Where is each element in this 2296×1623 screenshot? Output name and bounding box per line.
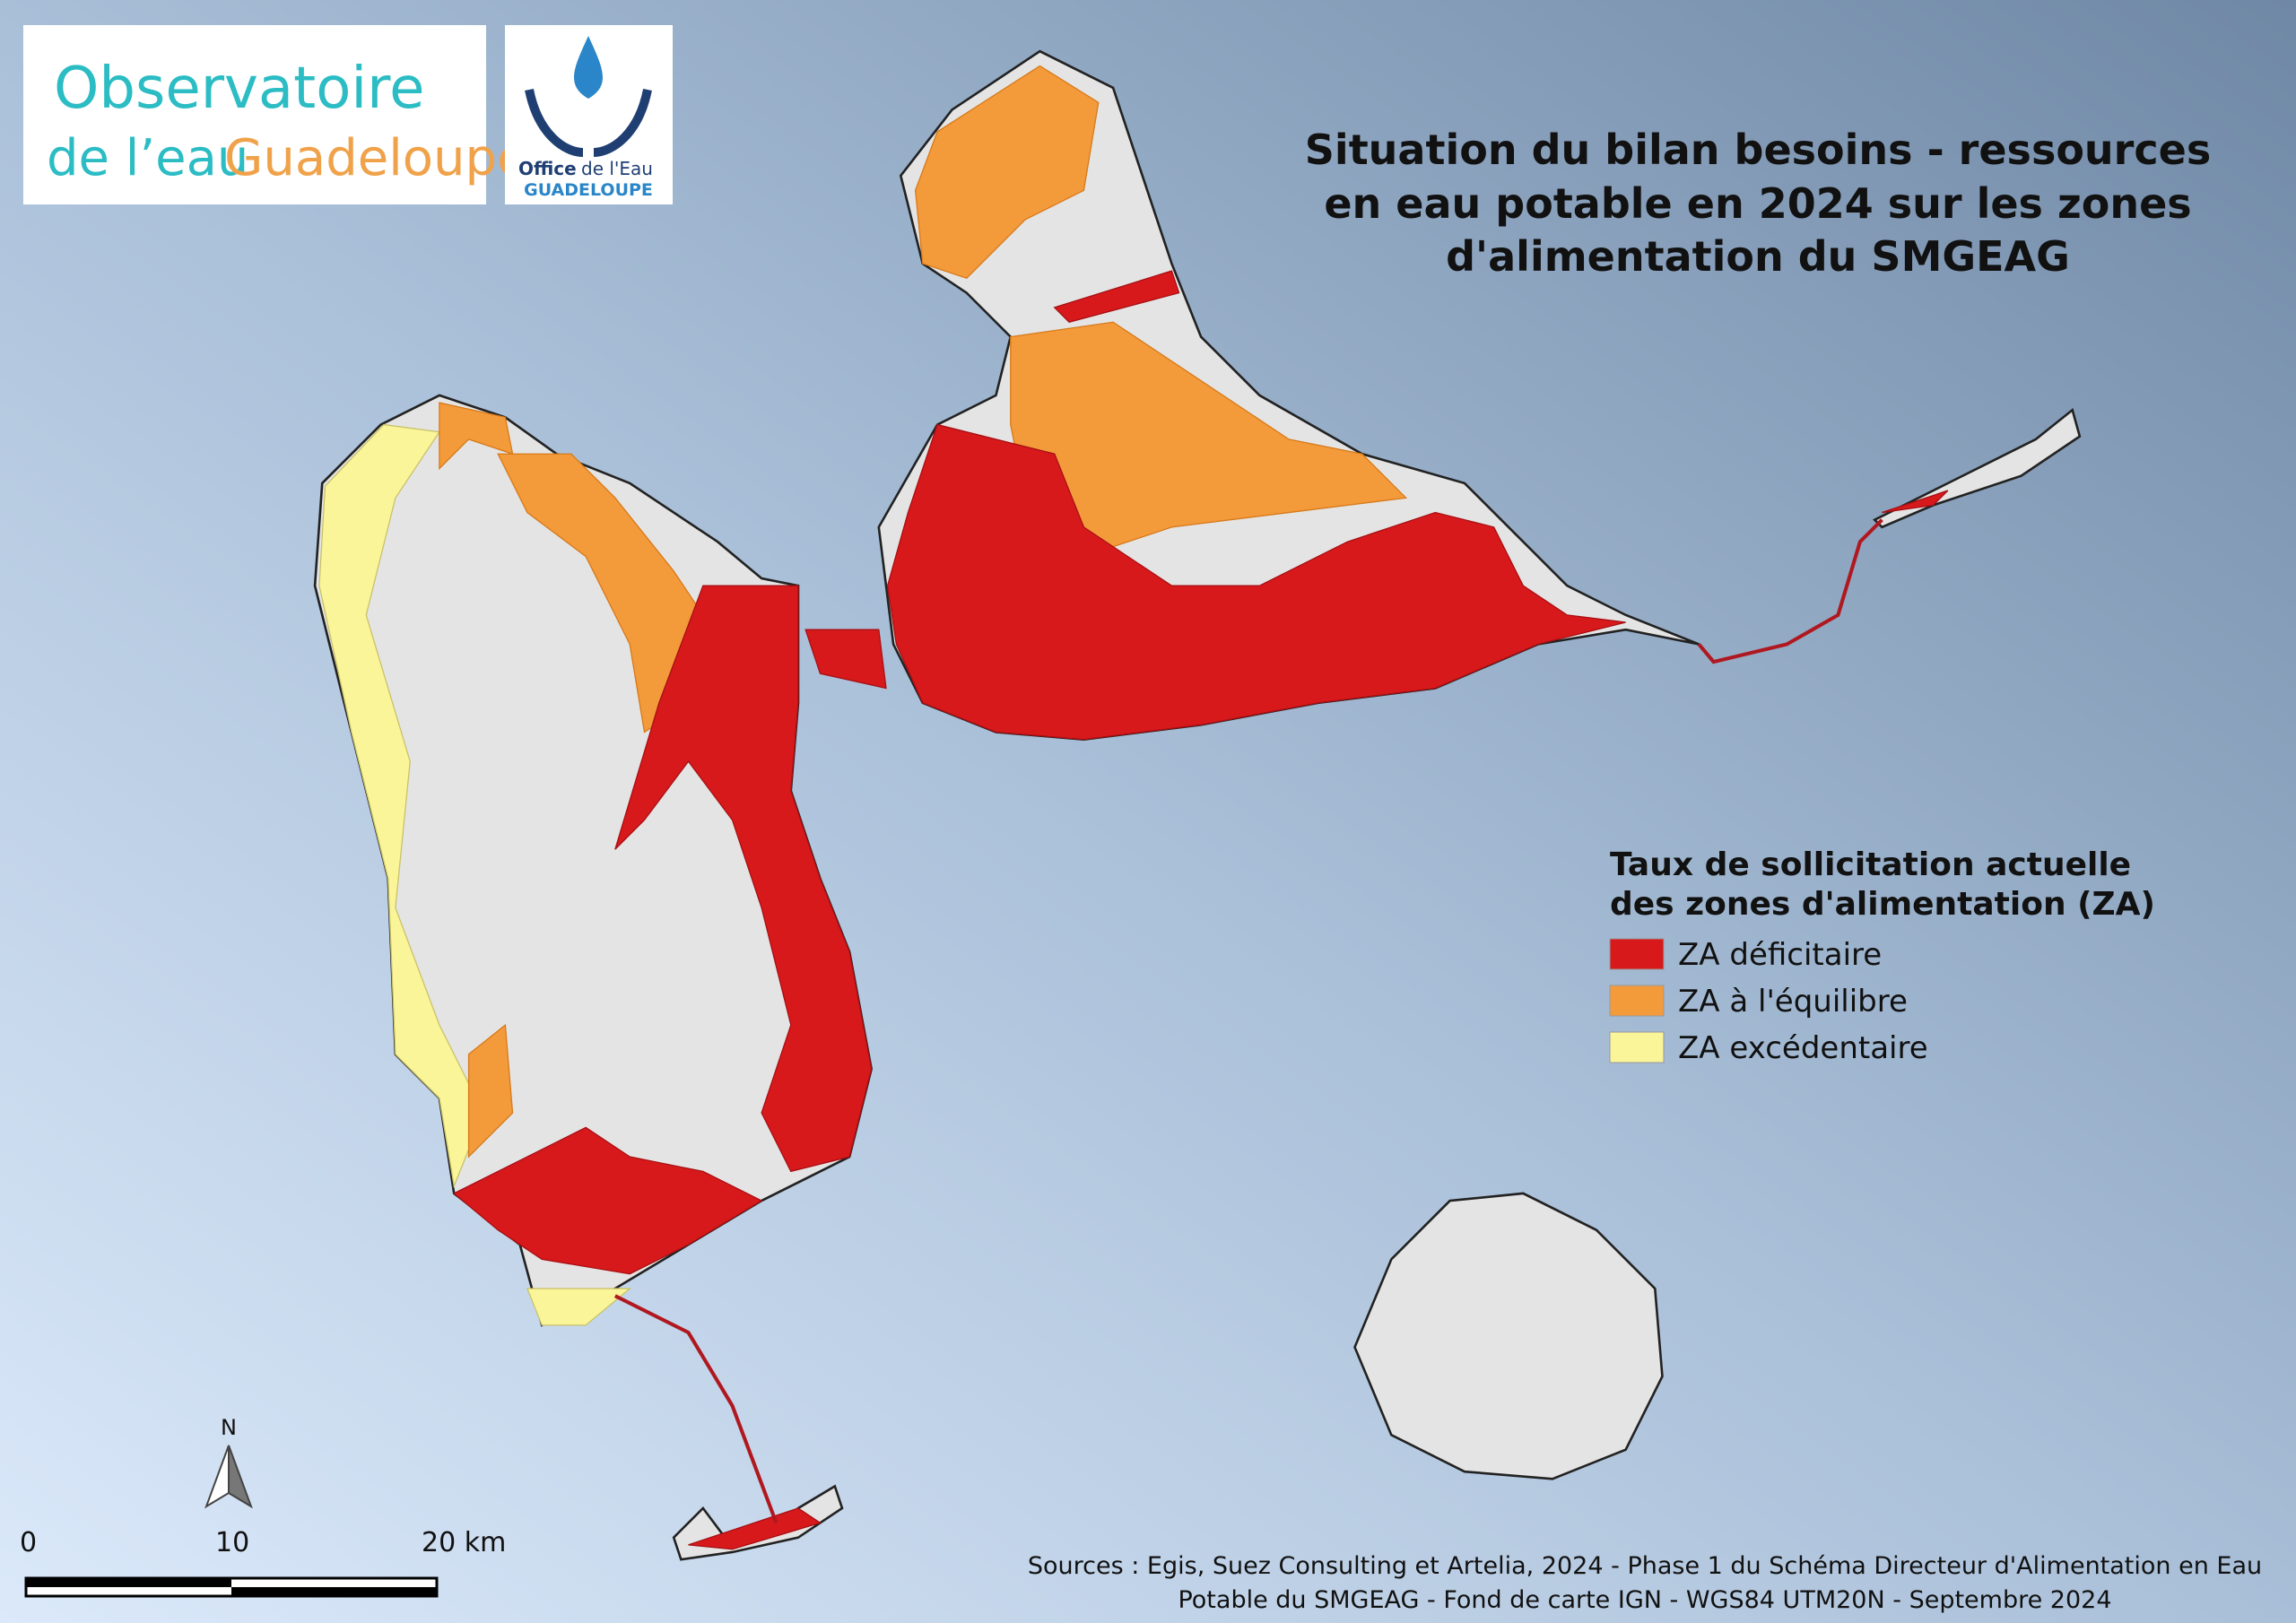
legend-swatch	[1609, 938, 1665, 970]
zone	[1882, 490, 1949, 514]
pipeline	[613, 518, 1883, 1524]
scale-segment	[231, 1587, 437, 1596]
logo-box	[23, 25, 486, 204]
legend-swatch	[1609, 985, 1665, 1017]
sources-line: Potable du SMGEAG - Fond de carte IGN - …	[1178, 1586, 2111, 1614]
legend-label: ZA excédentaire	[1678, 1030, 1928, 1066]
zone	[439, 402, 514, 471]
marie-galante	[1353, 1192, 1664, 1480]
legend-label: ZA à l'équilibre	[1678, 984, 1908, 1020]
logo-text: Observatoire	[54, 56, 424, 122]
zone	[467, 1023, 514, 1159]
legend-label: ZA déficitaire	[1678, 937, 1882, 973]
zone	[688, 1507, 822, 1550]
logo-drop	[574, 36, 603, 99]
logo-text: de l’eau	[47, 129, 248, 187]
scale-bar: 0 10 20 km	[20, 1527, 506, 1598]
logo-hands	[525, 88, 652, 157]
logo-observatoire: Observatoire de l’eau Guadeloupe	[23, 25, 528, 204]
scale-label: 10	[215, 1527, 249, 1558]
zone	[914, 65, 1100, 280]
islands	[313, 49, 2082, 1561]
logo-text: GUADELOUPE	[524, 180, 653, 200]
scale-segment	[26, 1578, 231, 1587]
zone	[526, 1288, 631, 1326]
title-line: d'alimentation du SMGEAG	[1446, 232, 2070, 281]
scale-label: 20 km	[422, 1527, 506, 1558]
zone	[804, 629, 887, 690]
legend-title: des zones d'alimentation (ZA)	[1610, 886, 2155, 923]
north-label: N	[221, 1415, 237, 1440]
zones-equilibre	[439, 65, 1408, 1159]
zone	[614, 585, 873, 1173]
title-line: Situation du bilan besoins - ressources	[1305, 126, 2211, 174]
zone	[886, 423, 1626, 741]
legend-swatch	[1609, 1031, 1665, 1063]
title-line: en eau potable en 2024 sur les zones	[1324, 179, 2191, 228]
zones-deficitaires	[453, 270, 1949, 1550]
logo-text: Guadeloupe	[224, 129, 528, 187]
scale-label: 0	[20, 1527, 37, 1558]
logo-office: Office de l'Eau GUADELOUPE	[505, 25, 673, 204]
logo-text: Office	[518, 158, 577, 179]
zone	[1053, 270, 1180, 323]
north-arrow: N	[204, 1415, 253, 1509]
sources-line: Sources : Egis, Suez Consulting et Artel…	[1028, 1552, 2262, 1580]
legend-title: Taux de sollicitation actuelle	[1610, 846, 2131, 883]
zone	[453, 1126, 763, 1275]
arrow-half	[228, 1445, 253, 1509]
legend: Taux de sollicitation actuelle des zones…	[1609, 846, 2155, 1066]
logo-text: de l'Eau	[581, 158, 653, 179]
